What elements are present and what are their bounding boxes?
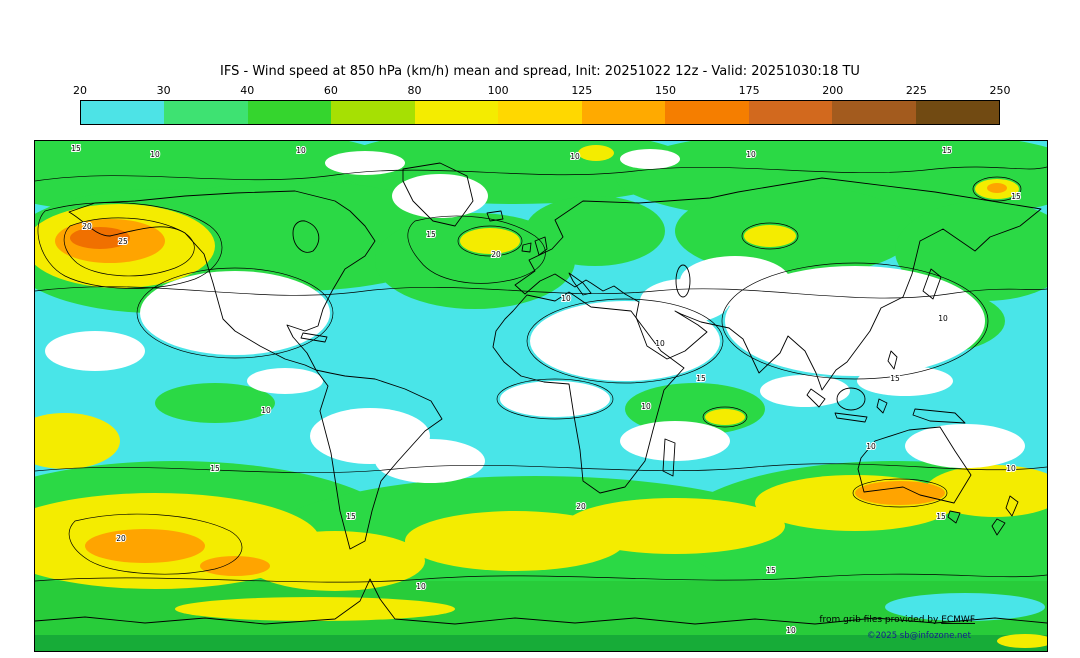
contour-label: 10 xyxy=(570,152,580,161)
attribution-source: from grib files provided by ECMWF xyxy=(819,615,975,625)
colorbar-segment xyxy=(581,101,666,124)
colorbar-segment xyxy=(247,101,332,124)
colorbar-ticks: 20 30 40 60 80 100 125 150 175 200 225 250 xyxy=(73,84,1011,99)
colorbar-segment xyxy=(414,101,499,124)
contour-label: 20 xyxy=(491,250,501,259)
contour-label: 20 xyxy=(576,502,586,511)
wind-map: 15 10 20 25 10 10 10 15 15 15 20 10 10 10 15 10 15 20 20 10… xyxy=(0,126,1080,651)
map-frame: 15 10 20 25 10 10 10 15 15 15 20 10 10 10 15 10 15 20 20 10… xyxy=(0,126,1080,652)
wind-fill-regions xyxy=(0,126,1080,651)
contour-label: 15 xyxy=(890,374,900,383)
coastlines xyxy=(34,162,1048,625)
contour-label: 10 xyxy=(641,402,651,411)
contour-label: 20 xyxy=(82,222,92,231)
contour-label: 15 xyxy=(346,512,356,521)
colorbar-tick: 125 xyxy=(571,84,593,97)
colorbar-segment xyxy=(665,101,749,124)
contour-label: 15 xyxy=(766,566,776,575)
contour-label: 20 xyxy=(116,534,126,543)
colorbar-segment xyxy=(498,101,582,124)
contour-label: 15 xyxy=(1011,192,1021,201)
colorbar-segment xyxy=(748,101,833,124)
contour-label: 10 xyxy=(150,150,160,159)
colorbar-tick: 225 xyxy=(905,84,927,97)
attribution-source-prefix: from grib files provided by xyxy=(819,615,941,625)
colorbar-tick: 30 xyxy=(156,84,171,97)
contour-label: 10 xyxy=(866,442,876,451)
chart-title: IFS - Wind speed at 850 hPa (km/h) mean … xyxy=(220,64,860,79)
colorbar-segment xyxy=(915,101,999,124)
colorbar-tick: 60 xyxy=(323,84,338,97)
contour-label: 10 xyxy=(561,294,571,303)
colorbar-segment xyxy=(81,101,165,124)
colorbar-tick: 250 xyxy=(989,84,1011,97)
colorbar-segment xyxy=(331,101,415,124)
colorbar xyxy=(80,100,1000,125)
colorbar-tick: 100 xyxy=(487,84,509,97)
colorbar-tick: 200 xyxy=(822,84,844,97)
contour-label: 15 xyxy=(71,144,81,153)
contour-label: 15 xyxy=(942,146,952,155)
contour-label: 10 xyxy=(746,150,756,159)
colorbar-tick: 80 xyxy=(407,84,422,97)
colorbar-segment xyxy=(832,101,916,124)
contour-label: 10 xyxy=(938,314,948,323)
attribution-copyright: ©2025 sb@infozone.net xyxy=(867,631,972,641)
contour-label: 10 xyxy=(1006,464,1016,473)
contour-label: 25 xyxy=(118,237,128,246)
colorbar-wrap: 20 30 40 60 80 100 125 150 175 200 225 250 xyxy=(73,84,1011,125)
contour-label: 10 xyxy=(786,626,796,635)
contour-label: 15 xyxy=(210,464,220,473)
attribution-source-link[interactable]: ECMWF xyxy=(941,615,975,625)
colorbar-tick: 20 xyxy=(73,84,87,97)
contour-label: 10 xyxy=(261,406,271,415)
colorbar-segment xyxy=(164,101,248,124)
contour-label: 15 xyxy=(696,374,706,383)
colorbar-tick: 40 xyxy=(240,84,255,97)
contour-label: 10 xyxy=(655,339,665,348)
spread-contours xyxy=(34,166,1048,583)
contour-label: 15 xyxy=(426,230,436,239)
colorbar-tick: 150 xyxy=(654,84,676,97)
contour-label: 10 xyxy=(416,582,426,591)
contour-labels: 15 10 20 25 10 10 10 15 15 15 20 10 10 10 15 10 15 20 20 10… xyxy=(70,143,1022,636)
contour-label: 15 xyxy=(936,512,946,521)
contour-label: 10 xyxy=(296,146,306,155)
colorbar-tick: 175 xyxy=(738,84,760,97)
